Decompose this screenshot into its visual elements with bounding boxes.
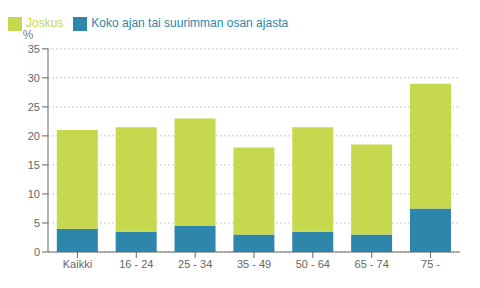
html-text:Joskus: Joskus	[26, 16, 64, 30]
svg-text:25 - 34: 25 - 34	[178, 258, 212, 270]
svg-text:35: 35	[28, 43, 40, 55]
svg-text:50 - 64: 50 - 64	[296, 258, 330, 270]
svg-text:16 - 24: 16 - 24	[119, 258, 153, 270]
svg-text:Kaikki: Kaikki	[63, 258, 92, 270]
svg-text:30: 30	[28, 72, 40, 84]
svg-text:10: 10	[28, 188, 40, 200]
svg-text:25: 25	[28, 101, 40, 113]
html-text:Koko ajan tai suurimman osan a: Koko ajan tai suurimman osan ajasta	[91, 16, 289, 30]
svg-text:20: 20	[28, 130, 40, 142]
svg-text:%: %	[23, 28, 34, 42]
svg-text:0: 0	[34, 246, 40, 258]
svg-text:15: 15	[28, 159, 40, 171]
svg-text:75 -: 75 -	[421, 258, 440, 270]
svg-text:35 - 49: 35 - 49	[237, 258, 271, 270]
svg-text:5: 5	[34, 217, 40, 229]
svg-text:65 - 74: 65 - 74	[355, 258, 389, 270]
